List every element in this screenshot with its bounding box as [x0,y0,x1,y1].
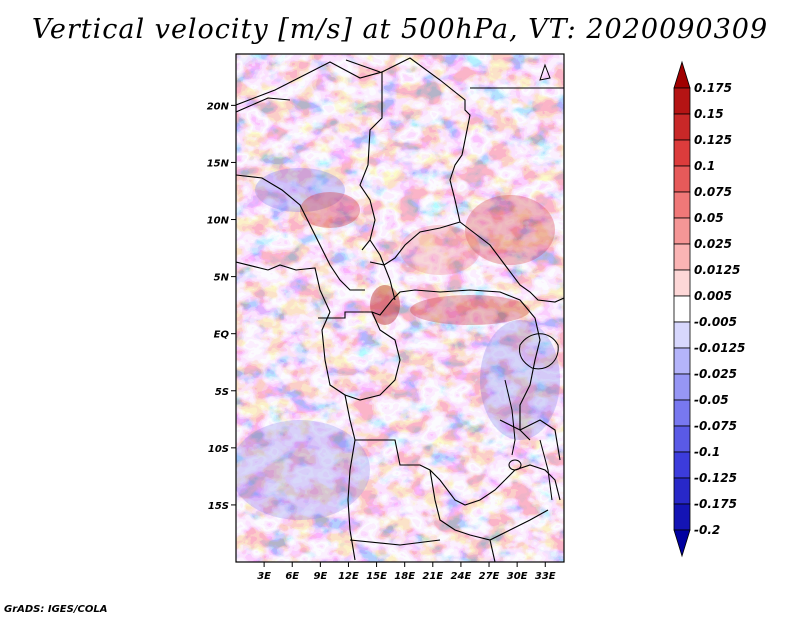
chart-title: Vertical velocity [m/s] at 500hPa, VT: 2… [31,14,769,45]
colorbar-segment [673,321,691,349]
colorbar-label: 0.005 [694,289,732,303]
lon-tick-label: 6E [285,571,299,582]
colorbar-label: 0.175 [694,81,732,95]
colorbar-label: 0.1 [694,159,715,173]
colorbar-label: -0.05 [694,393,729,407]
colorbar-segment [673,87,691,115]
colorbar-label: -0.005 [694,315,737,329]
lat-tick-label: 10S [208,444,229,455]
colorbar-segment [673,347,691,375]
lon-tick-label: 30E [507,571,528,582]
colorbar-segment [673,165,691,193]
lat-tick-label: 5S [215,387,229,398]
lon-tick-label: 15E [366,571,387,582]
vertical-velocity-field [236,54,564,562]
colorbar-label: -0.075 [694,419,737,433]
country-borders [236,57,564,562]
colorbar-segment [673,217,691,245]
colorbar-label: -0.125 [694,471,737,485]
colorbar-label: 0.0125 [694,263,740,277]
colorbar-label: -0.175 [694,497,737,511]
lon-tick-label: 12E [338,571,359,582]
colorbar-segment [673,451,691,479]
lon-tick-label: 18E [394,571,415,582]
lat-tick-label: 15N [207,158,230,169]
lat-tick-label: 10N [207,216,230,227]
colorbar-segment [673,113,691,141]
colorbar-label: -0.1 [694,445,720,459]
lakes [504,63,559,501]
colorbar-label: 0.025 [694,237,732,251]
map-frame [235,53,565,563]
colorbar-segment [673,295,691,323]
colorbar-segment [673,477,691,505]
colorbar-label: 0.125 [694,133,732,147]
lon-tick-label: 33E [535,571,556,582]
latitude-axis: 20N 15N 10N 5N EQ 5S 10S 15S [207,101,236,512]
lon-tick-label: 27E [479,571,500,582]
colorbar-label: 0.075 [694,185,732,199]
colorbar-bottom-arrow [673,529,691,558]
colorbar-segment [673,269,691,297]
colorbar-label: -0.2 [694,523,720,537]
colorbar-segment [673,373,691,401]
colorbar-label: 0.15 [694,107,724,121]
lon-tick-label: 21E [422,571,443,582]
colorbar-label: 0.05 [694,211,724,225]
colorbar-label: -0.0125 [694,341,745,355]
longitude-axis: 3E 6E 9E 12E 15E 18E 21E 24E 27E 30E 33E [257,562,556,582]
lon-tick-label: 3E [257,571,271,582]
lat-tick-label: 5N [214,273,230,284]
lon-tick-label: 9E [313,571,327,582]
colorbar-top-arrow [673,60,691,89]
lat-tick-label: 15S [208,501,229,512]
lon-tick-label: 24E [451,571,472,582]
colorbar-segment [673,191,691,219]
colorbar: 0.175 0.15 0.125 0.1 0.075 0.05 0.025 0.0125 0.0… [673,60,745,558]
colorbar-segment [673,399,691,427]
colorbar-segment [673,425,691,453]
colorbar-segment [673,503,691,531]
colorbar-segment [673,243,691,271]
credit-text: GrADS: IGES/COLA [4,604,108,615]
lat-tick-label: EQ [214,330,230,341]
colorbar-segment [673,139,691,167]
colorbar-label: -0.025 [694,367,737,381]
lat-tick-label: 20N [207,101,230,112]
